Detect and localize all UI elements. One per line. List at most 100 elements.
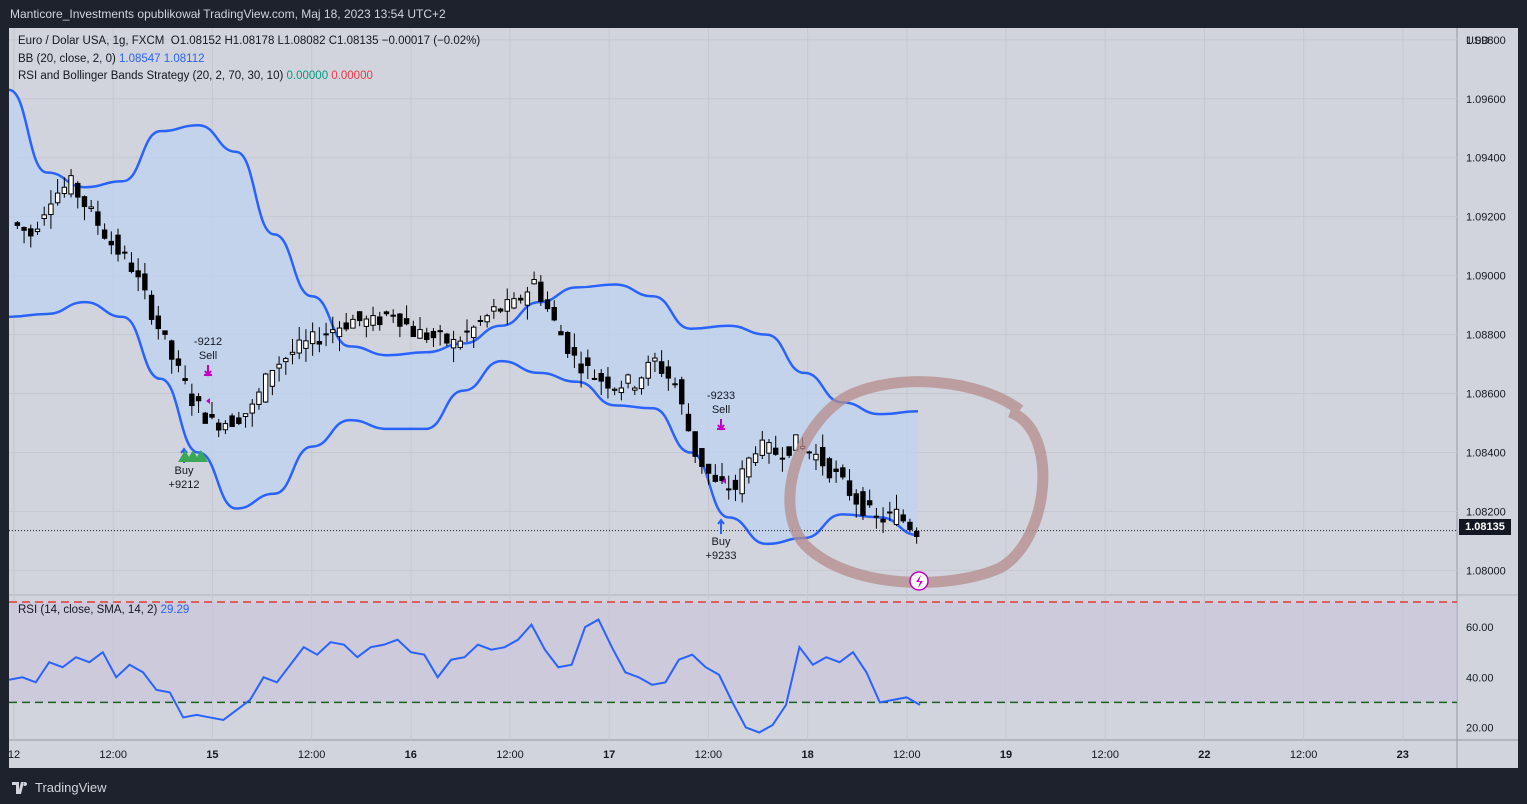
y-tick-label: 1.08600 (1466, 389, 1506, 401)
candle-body (605, 376, 611, 389)
tradingview-logo-icon (12, 781, 28, 794)
candle-body (632, 387, 638, 391)
candle-body (256, 391, 262, 405)
candle-body (665, 366, 672, 379)
candle-body (585, 357, 591, 367)
candle-body (551, 307, 557, 321)
rsi-band-fill (9, 602, 1457, 703)
legend-rsi-row[interactable]: RSI (14, close, SMA, 14, 2) 29.29 (18, 604, 189, 616)
candle-body (853, 493, 859, 505)
signal-side-label: Sell (199, 350, 217, 362)
candle-body (242, 413, 249, 418)
x-tick-label: 12:00 (99, 749, 127, 761)
candle-body (215, 422, 222, 431)
legend-strategy-v2: 0.00000 (331, 70, 373, 82)
candle-body (900, 514, 906, 522)
candle-body (752, 453, 759, 463)
legend-bb-lower: 1.08112 (163, 53, 205, 65)
signal-label: -9212 (194, 336, 222, 348)
y-tick-label: 1.08200 (1466, 506, 1506, 518)
candle-body (316, 341, 323, 345)
lightning-icon (916, 575, 923, 588)
candle-body (732, 479, 739, 490)
candle-body (531, 278, 537, 285)
legend-strategy-row[interactable]: RSI and Bollinger Bands Strategy (20, 2,… (18, 70, 373, 82)
candle-body (390, 314, 396, 317)
candle-body (296, 339, 302, 354)
candle-body (819, 447, 826, 467)
tradingview-brand: TradingView (35, 780, 107, 795)
candle-body (746, 457, 752, 478)
candle-body (450, 338, 457, 349)
candle-body (444, 333, 450, 344)
candle-body (128, 262, 135, 272)
candle-body (48, 203, 54, 216)
y-tick-label: 1.08800 (1466, 330, 1506, 342)
y-tick-label: 1.09000 (1466, 271, 1506, 283)
candle-body (779, 457, 786, 460)
candle-body (437, 330, 443, 333)
candle-body (61, 186, 68, 195)
candle-body (893, 508, 900, 525)
candle-body (497, 308, 504, 312)
candle-body (611, 388, 618, 391)
sell-arrow-icon (204, 365, 212, 377)
candle-body (262, 373, 269, 403)
candle-body (598, 373, 604, 382)
tradingview-logo[interactable]: TradingView (12, 780, 107, 795)
candle-body (343, 322, 349, 330)
x-tick-label: 12:00 (298, 749, 326, 761)
publisher-line: Manticore_Investments opublikował Tradin… (10, 7, 446, 21)
candle-body (685, 413, 692, 432)
candle-body (54, 192, 61, 204)
y-tick-label: 1.08000 (1466, 565, 1506, 577)
candle-body (873, 515, 880, 518)
legend-bb-label: BB (20, close, 2, 0) (18, 53, 116, 65)
candle-body (21, 226, 27, 231)
candle-body (356, 311, 363, 322)
candle-body (108, 240, 115, 246)
candle-body (135, 270, 141, 278)
candle-body (202, 412, 208, 424)
candle-body (866, 500, 873, 506)
circle-annotation (784, 376, 1049, 588)
x-tick-label: 12 (8, 749, 20, 761)
signal-label: +9212 (169, 479, 200, 491)
candle-body (410, 325, 417, 338)
legend-rsi-value: 29.29 (160, 604, 190, 616)
sell-arrow-icon (717, 419, 725, 431)
candle-body (464, 330, 470, 333)
candle-body (860, 491, 866, 516)
candle-body (115, 234, 121, 255)
legend-symbol: Euro / Dolar USA, 1g, FXCM (18, 35, 165, 47)
x-tick-label: 12:00 (1290, 749, 1318, 761)
candle-body (336, 327, 343, 338)
signal-side-label: Buy (712, 536, 731, 548)
candle-body (34, 228, 41, 233)
candle-body (692, 431, 698, 457)
legend-bb-row[interactable]: BB (20, close, 2, 0) 1.08547 1.08112 (18, 53, 205, 65)
candle-body (591, 377, 598, 380)
rsi-tick-label: 20.00 (1466, 722, 1494, 734)
candle-body (209, 414, 215, 418)
candle-body (169, 340, 175, 360)
candle-body (457, 340, 463, 348)
candle-body (625, 374, 631, 384)
candle-body (766, 442, 772, 454)
candle-body (41, 214, 47, 220)
candle-body (424, 332, 430, 340)
legend-strategy-label: RSI and Bollinger Bands Strategy (20, 2,… (18, 70, 284, 82)
y-tick-label: 1.09200 (1466, 212, 1506, 224)
candle-body (101, 229, 108, 239)
candle-body (618, 387, 625, 394)
x-tick-label: 12:00 (893, 749, 921, 761)
x-tick-label: 18 (801, 749, 813, 761)
candle-body (719, 476, 725, 482)
bollinger-upper-line (8, 88, 919, 416)
candle-body (28, 228, 34, 237)
candle-body (524, 291, 531, 306)
candle-body (249, 403, 255, 414)
candle-body (759, 439, 765, 456)
rsi-tick-label: 40.00 (1466, 672, 1494, 684)
